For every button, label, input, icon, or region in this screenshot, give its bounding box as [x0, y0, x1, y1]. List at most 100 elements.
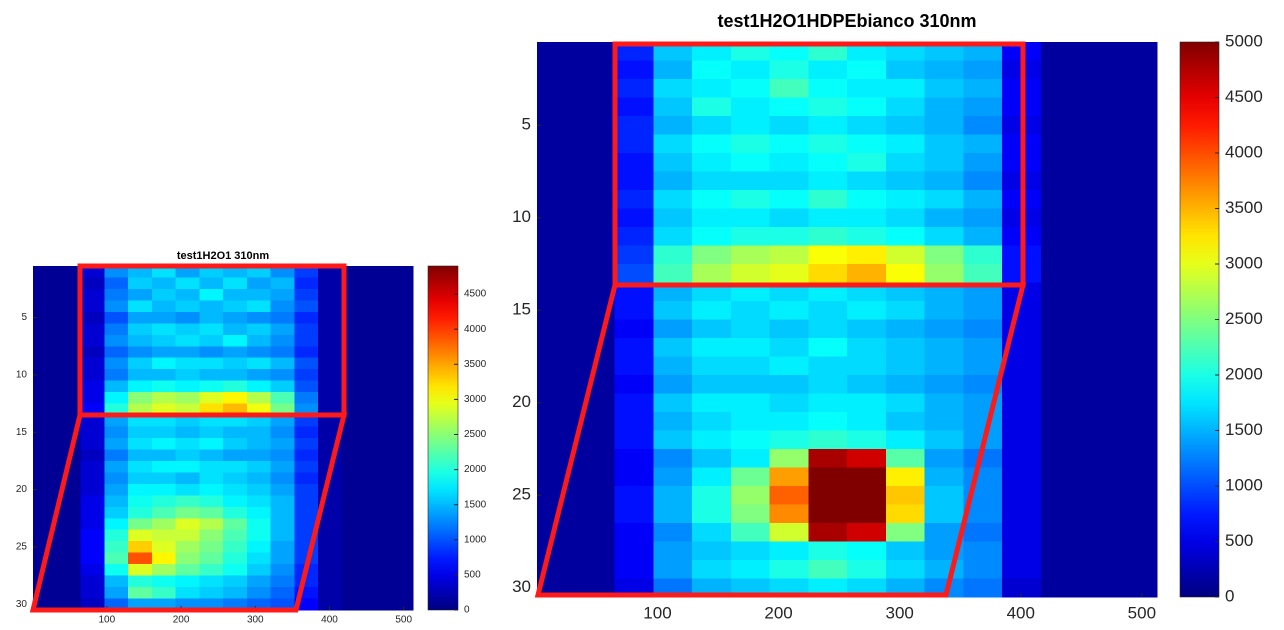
heatmap-cell: [1118, 153, 1158, 172]
heatmap-cell: [847, 227, 887, 246]
heatmap-cell: [1079, 486, 1119, 505]
heatmap-cell: [1118, 134, 1158, 154]
heatmap-cell: [885, 338, 925, 357]
heatmap-cell: [199, 369, 224, 382]
heatmap-cell: [56, 426, 81, 439]
heatmap-cell: [1079, 227, 1119, 246]
heatmap-cell: [56, 575, 81, 588]
heatmap-cell: [614, 97, 654, 117]
heatmap-cell: [341, 541, 366, 554]
heatmap-cell: [199, 300, 224, 313]
heatmap-cell: [223, 472, 248, 485]
heatmap-cell: [692, 541, 732, 561]
colorbar-tick-label: 1500: [1225, 420, 1263, 439]
heatmap-cell: [730, 171, 770, 191]
heatmap-cell: [365, 300, 390, 313]
y-tick-label: 30: [512, 577, 531, 596]
heatmap-cell: [270, 564, 295, 577]
y-tick-label: 15: [16, 427, 28, 438]
heatmap-cell: [847, 319, 887, 339]
heatmap-cell: [1118, 245, 1158, 265]
heatmap-cell: [730, 504, 770, 524]
heatmap-cell: [614, 541, 654, 561]
heatmap-cell: [33, 506, 58, 519]
heatmap-cell: [151, 483, 176, 496]
heatmap-cell: [151, 392, 176, 405]
y-tick-label: 20: [16, 484, 28, 495]
heatmap-cell: [246, 380, 271, 393]
heatmap-cell: [924, 79, 964, 98]
heatmap-cell: [537, 116, 577, 135]
heatmap-cell: [104, 415, 129, 428]
heatmap-cell: [1040, 97, 1080, 117]
heatmap-cell: [151, 506, 176, 519]
heatmap-cell: [1118, 467, 1158, 487]
heatmap-cell: [294, 266, 319, 278]
heatmap-cell: [151, 346, 176, 359]
heatmap-cell: [614, 449, 654, 468]
heatmap-cell: [1118, 486, 1158, 505]
heatmap-cell: [104, 392, 129, 405]
heatmap-cell: [963, 116, 1003, 135]
heatmap-cell: [104, 449, 129, 462]
heatmap-cell: [692, 153, 732, 172]
heatmap-cell: [56, 541, 81, 554]
heatmap-cell: [885, 393, 925, 413]
heatmap-cell: [808, 134, 848, 154]
heatmap-cell: [33, 369, 58, 382]
heatmap-cell: [199, 266, 224, 278]
heatmap-cell: [365, 266, 390, 278]
heatmap-cell: [128, 564, 153, 577]
heatmap-cell: [614, 412, 654, 431]
heatmap-cell: [614, 375, 654, 394]
heatmap-cell: [692, 375, 732, 394]
heatmap-cell: [246, 598, 271, 611]
heatmap-cell: [33, 288, 58, 301]
heatmap-cell: [175, 541, 200, 554]
heatmap-cell: [365, 483, 390, 496]
colorbar-tick-label: 3500: [464, 359, 487, 370]
heatmap-cell: [223, 415, 248, 428]
heatmap-cell: [80, 506, 105, 519]
heatmap-cell: [128, 300, 153, 313]
heatmap-cell: [294, 369, 319, 382]
heatmap-cell: [104, 564, 129, 577]
heatmap-cell: [885, 97, 925, 117]
heatmap-cell: [341, 415, 366, 428]
heatmap-cell: [318, 288, 343, 301]
annotation-parallelogram: [534, 282, 1027, 598]
heatmap-cell: [1079, 60, 1119, 80]
heatmap-cell: [246, 483, 271, 496]
heatmap-cell: [104, 506, 129, 519]
heatmap-cell: [769, 301, 809, 320]
heatmap-cell: [614, 523, 654, 542]
chart-title: test1H2O1HDPEbianco 310nm: [717, 11, 976, 31]
colorbar-tick-label: 0: [464, 605, 470, 616]
annotation-overlay: [29, 41, 1027, 613]
heatmap-cell: [614, 430, 654, 450]
heatmap-cell: [175, 266, 200, 278]
heatmap-cell: [128, 449, 153, 462]
heatmap-cell: [885, 42, 925, 61]
heatmap-cell: [963, 449, 1003, 468]
heatmap-cell: [128, 357, 153, 370]
heatmap-cell: [199, 575, 224, 588]
heatmap-cell: [199, 323, 224, 336]
heatmap-cell: [769, 190, 809, 209]
heatmap-cell: [33, 460, 58, 473]
heatmap-cell: [56, 495, 81, 508]
heatmap-cell: [963, 504, 1003, 524]
heatmap-cell: [33, 277, 58, 290]
heatmap-cell: [270, 438, 295, 450]
heatmap-cell: [341, 380, 366, 393]
heatmap-cell: [614, 301, 654, 320]
heatmap-cell: [769, 171, 809, 191]
heatmap-cell: [199, 415, 224, 428]
heatmap-cell: [270, 346, 295, 359]
heatmap-cell: [769, 97, 809, 117]
heatmap-cell: [246, 357, 271, 370]
heatmap-cell: [885, 153, 925, 172]
heatmap-cell: [808, 171, 848, 191]
heatmap-cell: [223, 483, 248, 496]
heatmap-cell: [575, 79, 615, 98]
